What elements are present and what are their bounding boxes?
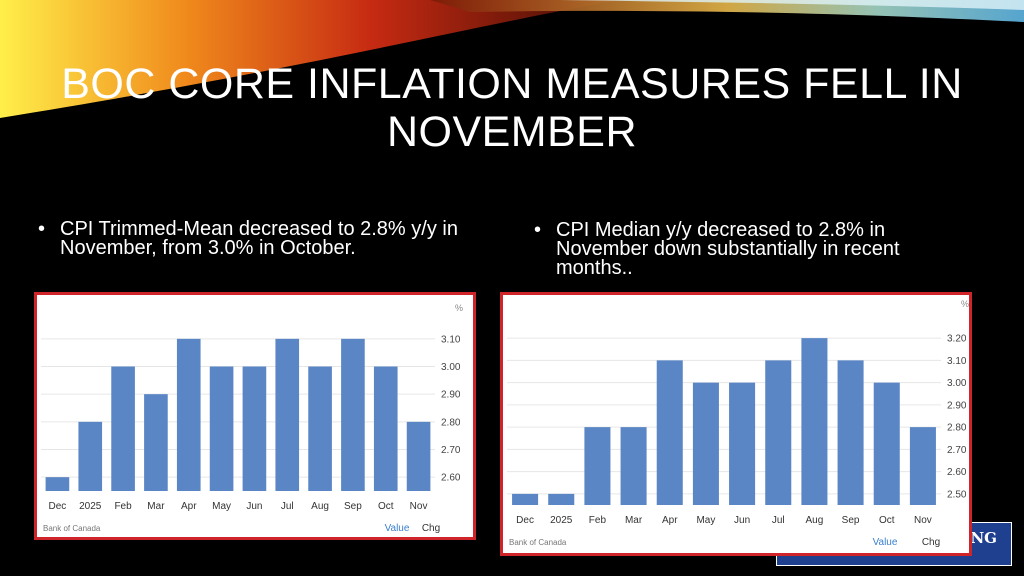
x-tick-label: Jun xyxy=(246,501,262,512)
bullet-dot: • xyxy=(534,219,542,241)
bar[interactable] xyxy=(144,394,168,491)
tab-value[interactable]: Value xyxy=(873,537,898,548)
tab-chg[interactable]: Chg xyxy=(922,537,940,548)
bar[interactable] xyxy=(729,382,756,505)
y-tick-label: 3.10 xyxy=(947,356,967,367)
bar[interactable] xyxy=(78,421,103,491)
x-tick-label: Apr xyxy=(662,515,678,526)
unit-label: % xyxy=(455,303,463,313)
x-tick-label: Feb xyxy=(114,501,132,512)
bar[interactable] xyxy=(275,338,300,491)
y-tick-label: 2.90 xyxy=(441,390,461,401)
bar[interactable] xyxy=(584,427,611,505)
chart-trimmed-mean: 2.60 2.70 2.80 2.90 3.00 3.10% Dec 2025 Feb Mar Ap… xyxy=(34,292,476,540)
x-tick-label: 2025 xyxy=(550,515,573,526)
banner-text: NG xyxy=(970,529,997,547)
bar[interactable] xyxy=(801,338,828,505)
bar[interactable] xyxy=(308,366,332,492)
x-tick-label: Sep xyxy=(344,501,362,512)
x-tick-label: May xyxy=(696,515,715,526)
x-tick-label: Oct xyxy=(879,515,895,526)
bar[interactable] xyxy=(373,366,398,492)
bar[interactable] xyxy=(406,421,431,491)
chart-svg: 2.60 2.70 2.80 2.90 3.00 3.10% Dec 2025 Feb Mar Ap… xyxy=(41,303,463,534)
x-tick-label: Jul xyxy=(281,501,294,512)
bar[interactable] xyxy=(548,493,575,505)
x-tick-label: Sep xyxy=(842,515,860,526)
bar[interactable] xyxy=(45,477,70,491)
x-tick-label: Jun xyxy=(734,515,750,526)
x-tick-label: Aug xyxy=(311,501,329,512)
chart-svg: 2.50 2.60 2.70 2.80 2.90 3.00 3.10 3.20% Dec 2025… xyxy=(507,299,969,548)
x-tick-label: Aug xyxy=(806,515,824,526)
y-tick-label: 2.60 xyxy=(441,473,461,484)
y-tick-label: 2.60 xyxy=(947,467,967,478)
x-tick-label: Mar xyxy=(625,515,643,526)
x-tick-label: Oct xyxy=(378,501,394,512)
bar[interactable] xyxy=(909,427,936,505)
x-tick-label: Dec xyxy=(516,515,534,526)
bullet-text: CPI Median y/y decreased to 2.8% in Nove… xyxy=(556,219,900,279)
bar[interactable] xyxy=(176,338,201,491)
source-label: Bank of Canada xyxy=(43,524,101,533)
x-tick-label: Feb xyxy=(589,515,607,526)
bullet-median: • CPI Median y/y decreased to 2.8% in No… xyxy=(534,219,976,279)
bar[interactable] xyxy=(765,360,792,505)
y-tick-label: 2.90 xyxy=(947,400,967,411)
x-tick-label: Nov xyxy=(410,501,428,512)
tab-chg[interactable]: Chg xyxy=(422,523,440,534)
bar[interactable] xyxy=(873,382,900,505)
bar[interactable] xyxy=(512,493,539,505)
bullet-trimmed-mean: • CPI Trimmed-Mean decreased to 2.8% y/y… xyxy=(38,218,460,259)
bar[interactable] xyxy=(837,360,864,505)
tab-value[interactable]: Value xyxy=(385,523,410,534)
chart-median: 2.50 2.60 2.70 2.80 2.90 3.00 3.10 3.20% Dec 2025… xyxy=(500,292,972,556)
bullet-dot: • xyxy=(38,218,46,240)
bar[interactable] xyxy=(111,366,135,492)
x-tick-label: Nov xyxy=(914,515,932,526)
bullet-text: CPI Trimmed-Mean decreased to 2.8% y/y i… xyxy=(60,218,458,259)
bar[interactable] xyxy=(656,360,683,505)
y-tick-label: 3.00 xyxy=(947,378,967,389)
bar[interactable] xyxy=(242,366,267,492)
y-tick-label: 2.80 xyxy=(441,417,461,428)
x-tick-label: Mar xyxy=(147,501,165,512)
bar[interactable] xyxy=(341,338,365,491)
y-tick-label: 3.20 xyxy=(947,334,967,345)
x-tick-label: Dec xyxy=(49,501,67,512)
bar[interactable] xyxy=(620,427,647,505)
x-tick-label: Jul xyxy=(772,515,785,526)
y-tick-label: 2.70 xyxy=(947,445,967,456)
y-tick-label: 3.00 xyxy=(441,362,461,373)
x-tick-label: 2025 xyxy=(79,501,102,512)
source-label: Bank of Canada xyxy=(509,538,567,547)
bar[interactable] xyxy=(209,366,234,492)
y-tick-label: 2.70 xyxy=(441,445,461,456)
y-tick-label: 3.10 xyxy=(441,334,461,345)
y-tick-label: 2.50 xyxy=(947,489,967,500)
x-tick-label: May xyxy=(212,501,231,512)
bar[interactable] xyxy=(692,382,719,505)
x-tick-label: Apr xyxy=(181,501,197,512)
y-tick-label: 2.80 xyxy=(947,423,967,434)
unit-label: % xyxy=(961,299,969,309)
decorative-swoosh xyxy=(0,0,1024,118)
slide-title: BOC CORE INFLATION MEASURES FELL IN NOVE… xyxy=(61,60,963,156)
